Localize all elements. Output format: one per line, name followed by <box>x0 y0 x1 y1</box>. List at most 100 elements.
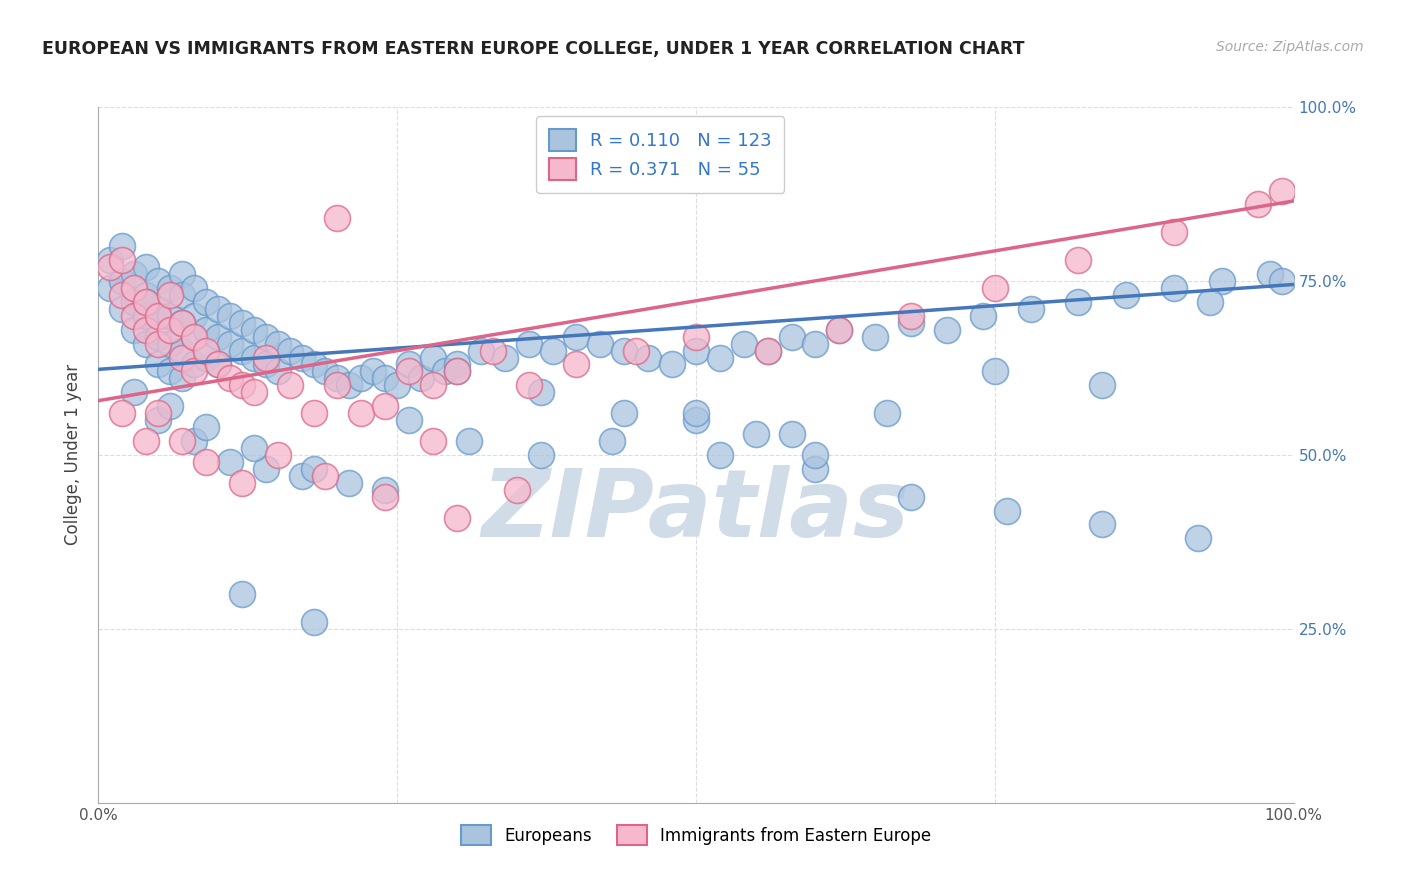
Point <box>530 385 553 400</box>
Point <box>422 378 444 392</box>
Point <box>148 329 170 343</box>
Point <box>111 274 134 288</box>
Point <box>111 253 134 268</box>
Point <box>745 427 768 442</box>
Point <box>135 309 157 323</box>
Point <box>267 336 290 351</box>
Point <box>183 309 205 323</box>
Point <box>804 462 827 476</box>
Point <box>195 294 218 309</box>
Point <box>243 441 266 455</box>
Point <box>243 351 266 365</box>
Point <box>278 343 301 358</box>
Point <box>231 316 253 330</box>
Point <box>302 462 325 476</box>
Point <box>481 343 505 358</box>
Point <box>709 448 731 462</box>
Point <box>422 434 444 448</box>
Point <box>1091 378 1114 392</box>
Point <box>613 406 636 420</box>
Point <box>446 364 468 378</box>
Point <box>219 336 242 351</box>
Point <box>900 316 922 330</box>
Point <box>231 378 253 392</box>
Point <box>302 406 325 420</box>
Point <box>207 358 229 372</box>
Point <box>291 351 314 365</box>
Point <box>339 378 361 392</box>
Point <box>98 253 122 268</box>
Point <box>148 413 170 427</box>
Point <box>339 475 361 490</box>
Point <box>972 309 994 323</box>
Point <box>1067 253 1090 268</box>
Point <box>111 301 134 316</box>
Point <box>183 364 205 378</box>
Point <box>195 351 218 365</box>
Point <box>183 329 205 343</box>
Point <box>626 343 648 358</box>
Point <box>589 336 612 351</box>
Point <box>709 351 731 365</box>
Point <box>1258 267 1281 281</box>
Point <box>326 378 349 392</box>
Point <box>172 371 194 385</box>
Point <box>756 343 779 358</box>
Point <box>278 378 301 392</box>
Point <box>326 371 349 385</box>
Point <box>350 406 373 420</box>
Point <box>159 309 181 323</box>
Point <box>1271 184 1294 198</box>
Point <box>446 358 468 372</box>
Point <box>315 468 337 483</box>
Point <box>936 323 959 337</box>
Point <box>172 351 194 365</box>
Point <box>530 448 553 462</box>
Point <box>267 364 290 378</box>
Point <box>183 281 205 295</box>
Point <box>613 343 636 358</box>
Point <box>1115 288 1137 302</box>
Point <box>1019 301 1042 316</box>
Point <box>195 420 218 434</box>
Point <box>565 358 588 372</box>
Point <box>135 288 157 302</box>
Point <box>183 434 205 448</box>
Point <box>661 358 683 372</box>
Point <box>231 475 253 490</box>
Point <box>254 462 277 476</box>
Point <box>1067 294 1090 309</box>
Point <box>458 434 481 448</box>
Text: EUROPEAN VS IMMIGRANTS FROM EASTERN EUROPE COLLEGE, UNDER 1 YEAR CORRELATION CHA: EUROPEAN VS IMMIGRANTS FROM EASTERN EURO… <box>42 40 1025 58</box>
Point <box>385 378 409 392</box>
Point <box>1211 274 1233 288</box>
Point <box>207 358 229 372</box>
Point <box>374 399 396 413</box>
Point <box>124 309 146 323</box>
Point <box>828 323 851 337</box>
Point <box>685 343 707 358</box>
Point <box>685 413 707 427</box>
Point <box>159 288 181 302</box>
Point <box>172 288 194 302</box>
Point <box>135 323 157 337</box>
Point <box>602 434 624 448</box>
Point <box>1271 274 1294 288</box>
Point <box>780 427 803 442</box>
Point <box>984 364 1007 378</box>
Point <box>231 343 253 358</box>
Point <box>302 615 325 629</box>
Point <box>135 294 157 309</box>
Point <box>135 294 157 309</box>
Point <box>756 343 779 358</box>
Point <box>302 358 325 372</box>
Point <box>219 309 242 323</box>
Point <box>446 510 468 524</box>
Point <box>685 329 707 343</box>
Point <box>159 323 181 337</box>
Legend: Europeans, Immigrants from Eastern Europe: Europeans, Immigrants from Eastern Europ… <box>453 816 939 854</box>
Point <box>541 343 564 358</box>
Point <box>374 483 396 497</box>
Point <box>267 448 290 462</box>
Point <box>517 336 540 351</box>
